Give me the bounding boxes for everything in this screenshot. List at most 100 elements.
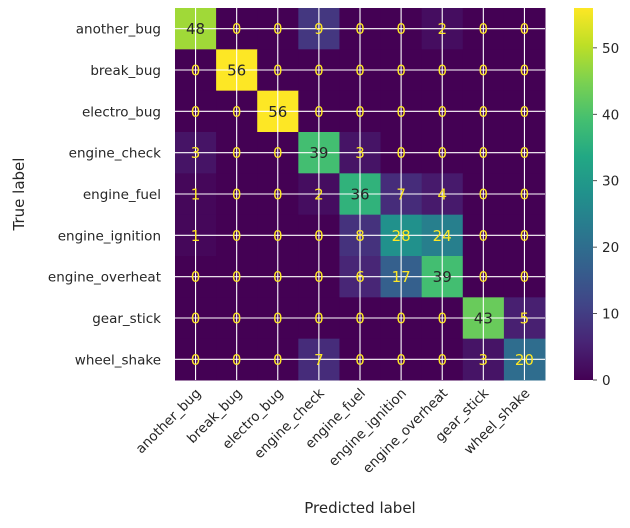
cell-value-label: 0 bbox=[437, 62, 447, 80]
y-tick-label: gear_stick bbox=[92, 311, 161, 327]
cell-value-label: 0 bbox=[232, 20, 242, 38]
y-tick-label: break_bug bbox=[90, 63, 161, 79]
cell-value-label: 0 bbox=[355, 103, 365, 121]
cell-value-label: 0 bbox=[396, 103, 406, 121]
cell-value-label: 0 bbox=[232, 351, 242, 369]
y-tick-label: electro_bug bbox=[82, 104, 161, 120]
y-tick-label: wheel_shake bbox=[75, 352, 161, 368]
cell-value-label: 0 bbox=[479, 144, 489, 162]
cell-value-label: 56 bbox=[227, 62, 246, 80]
cell-value-label: 0 bbox=[191, 62, 201, 80]
cell-value-label: 0 bbox=[396, 144, 406, 162]
cell-value-label: 17 bbox=[392, 268, 411, 286]
y-axis-title: True label bbox=[10, 158, 28, 232]
cell-value-label: 0 bbox=[273, 186, 283, 204]
cell-value-label: 39 bbox=[433, 268, 452, 286]
colorbar-tick-label: 20 bbox=[602, 240, 619, 256]
cell-value-label: 0 bbox=[191, 268, 201, 286]
cell-value-label: 4 bbox=[437, 186, 447, 204]
cell-value-label: 0 bbox=[314, 268, 324, 286]
colorbar-tick-label: 40 bbox=[602, 107, 619, 123]
cell-value-label: 0 bbox=[273, 310, 283, 328]
cell-value-label: 3 bbox=[479, 351, 489, 369]
heatmap-gridlines bbox=[175, 8, 545, 380]
cell-value-label: 3 bbox=[191, 144, 201, 162]
cell-value-label: 0 bbox=[479, 20, 489, 38]
cell-value-label: 0 bbox=[232, 310, 242, 328]
cell-value-label: 1 bbox=[191, 186, 201, 204]
cell-value-label: 0 bbox=[191, 103, 201, 121]
y-tick-label: engine_check bbox=[69, 146, 162, 162]
x-tick-labels: another_bugbreak_bugelectro_bugengine_ch… bbox=[133, 385, 533, 476]
cell-value-label: 0 bbox=[232, 186, 242, 204]
cell-value-label: 0 bbox=[232, 227, 242, 245]
cell-value-label: 0 bbox=[314, 310, 324, 328]
cell-value-label: 56 bbox=[268, 103, 287, 121]
cell-value-label: 0 bbox=[520, 186, 530, 204]
cell-value-label: 0 bbox=[520, 227, 530, 245]
cell-value-label: 0 bbox=[396, 62, 406, 80]
cell-value-label: 0 bbox=[355, 20, 365, 38]
cell-value-label: 5 bbox=[520, 310, 530, 328]
colorbar-tick-label: 30 bbox=[602, 174, 619, 190]
cell-value-label: 0 bbox=[437, 103, 447, 121]
cell-value-label: 8 bbox=[355, 227, 365, 245]
colorbar-tick-label: 50 bbox=[602, 41, 619, 57]
cell-value-label: 0 bbox=[520, 103, 530, 121]
cell-value-label: 0 bbox=[273, 62, 283, 80]
cell-value-label: 0 bbox=[232, 268, 242, 286]
cell-value-label: 0 bbox=[396, 310, 406, 328]
cell-value-label: 48 bbox=[186, 20, 205, 38]
cell-value-label: 0 bbox=[437, 351, 447, 369]
cell-value-label: 0 bbox=[479, 62, 489, 80]
cell-value-label: 0 bbox=[314, 103, 324, 121]
cell-value-label: 0 bbox=[314, 62, 324, 80]
cell-value-label: 0 bbox=[396, 20, 406, 38]
colorbar-tick-label: 10 bbox=[602, 307, 619, 323]
cell-value-label: 0 bbox=[437, 144, 447, 162]
cell-value-label: 39 bbox=[309, 144, 328, 162]
colorbar-tick-label: 0 bbox=[602, 373, 611, 389]
cell-value-label: 0 bbox=[479, 268, 489, 286]
cell-value-label: 0 bbox=[232, 103, 242, 121]
cell-value-labels: 48 0 0 9 0 0 2 0 00 56 0 0 0 0 0 0 00 0 56 0 0 0 0 0 03 0 0 39 3 0 0 0 0… bbox=[186, 20, 534, 369]
cell-value-label: 0 bbox=[191, 310, 201, 328]
cell-value-label: 0 bbox=[273, 351, 283, 369]
x-tick-label: another_bug bbox=[133, 386, 205, 458]
cell-value-label: 6 bbox=[355, 268, 365, 286]
cell-value-label: 0 bbox=[273, 268, 283, 286]
cell-value-label: 20 bbox=[515, 351, 534, 369]
colorbar-gradient bbox=[574, 8, 593, 380]
cell-value-label: 28 bbox=[392, 227, 411, 245]
cell-value-label: 0 bbox=[273, 227, 283, 245]
y-tick-label: another_bug bbox=[76, 22, 161, 38]
cell-value-label: 24 bbox=[433, 227, 452, 245]
x-axis-title: Predicted label bbox=[304, 499, 415, 517]
y-tick-label: engine_fuel bbox=[83, 187, 161, 203]
cell-value-label: 0 bbox=[355, 351, 365, 369]
cell-value-label: 7 bbox=[396, 186, 406, 204]
cell-value-label: 0 bbox=[520, 20, 530, 38]
cell-value-label: 9 bbox=[314, 20, 324, 38]
cell-value-label: 0 bbox=[520, 268, 530, 286]
colorbar-ticks: 0 10 20 30 40 50 bbox=[593, 41, 619, 389]
cell-value-label: 36 bbox=[350, 186, 369, 204]
y-tick-label: engine_ignition bbox=[58, 228, 161, 244]
cell-value-label: 0 bbox=[314, 227, 324, 245]
cell-value-label: 2 bbox=[314, 186, 324, 204]
cell-value-label: 0 bbox=[273, 144, 283, 162]
cell-value-label: 0 bbox=[355, 62, 365, 80]
cell-value-label: 0 bbox=[437, 310, 447, 328]
cell-value-label: 3 bbox=[355, 144, 365, 162]
cell-value-label: 0 bbox=[191, 351, 201, 369]
cell-value-label: 0 bbox=[479, 103, 489, 121]
cell-value-label: 0 bbox=[520, 144, 530, 162]
cell-value-label: 0 bbox=[479, 186, 489, 204]
cell-value-label: 7 bbox=[314, 351, 324, 369]
cell-value-label: 0 bbox=[355, 310, 365, 328]
cell-value-label: 0 bbox=[479, 227, 489, 245]
cell-value-label: 43 bbox=[474, 310, 493, 328]
cell-value-label: 0 bbox=[273, 20, 283, 38]
cell-value-label: 1 bbox=[191, 227, 201, 245]
